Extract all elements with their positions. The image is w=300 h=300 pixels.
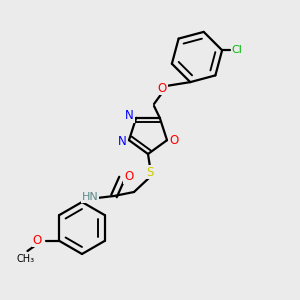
Text: O: O — [33, 233, 42, 247]
Text: S: S — [146, 166, 154, 178]
Text: HN: HN — [82, 192, 98, 202]
Text: O: O — [158, 82, 166, 94]
Text: N: N — [118, 135, 126, 148]
Text: CH₃: CH₃ — [16, 254, 34, 264]
Text: O: O — [124, 170, 134, 184]
Text: N: N — [125, 109, 134, 122]
Text: Cl: Cl — [232, 45, 243, 55]
Text: O: O — [169, 134, 178, 147]
